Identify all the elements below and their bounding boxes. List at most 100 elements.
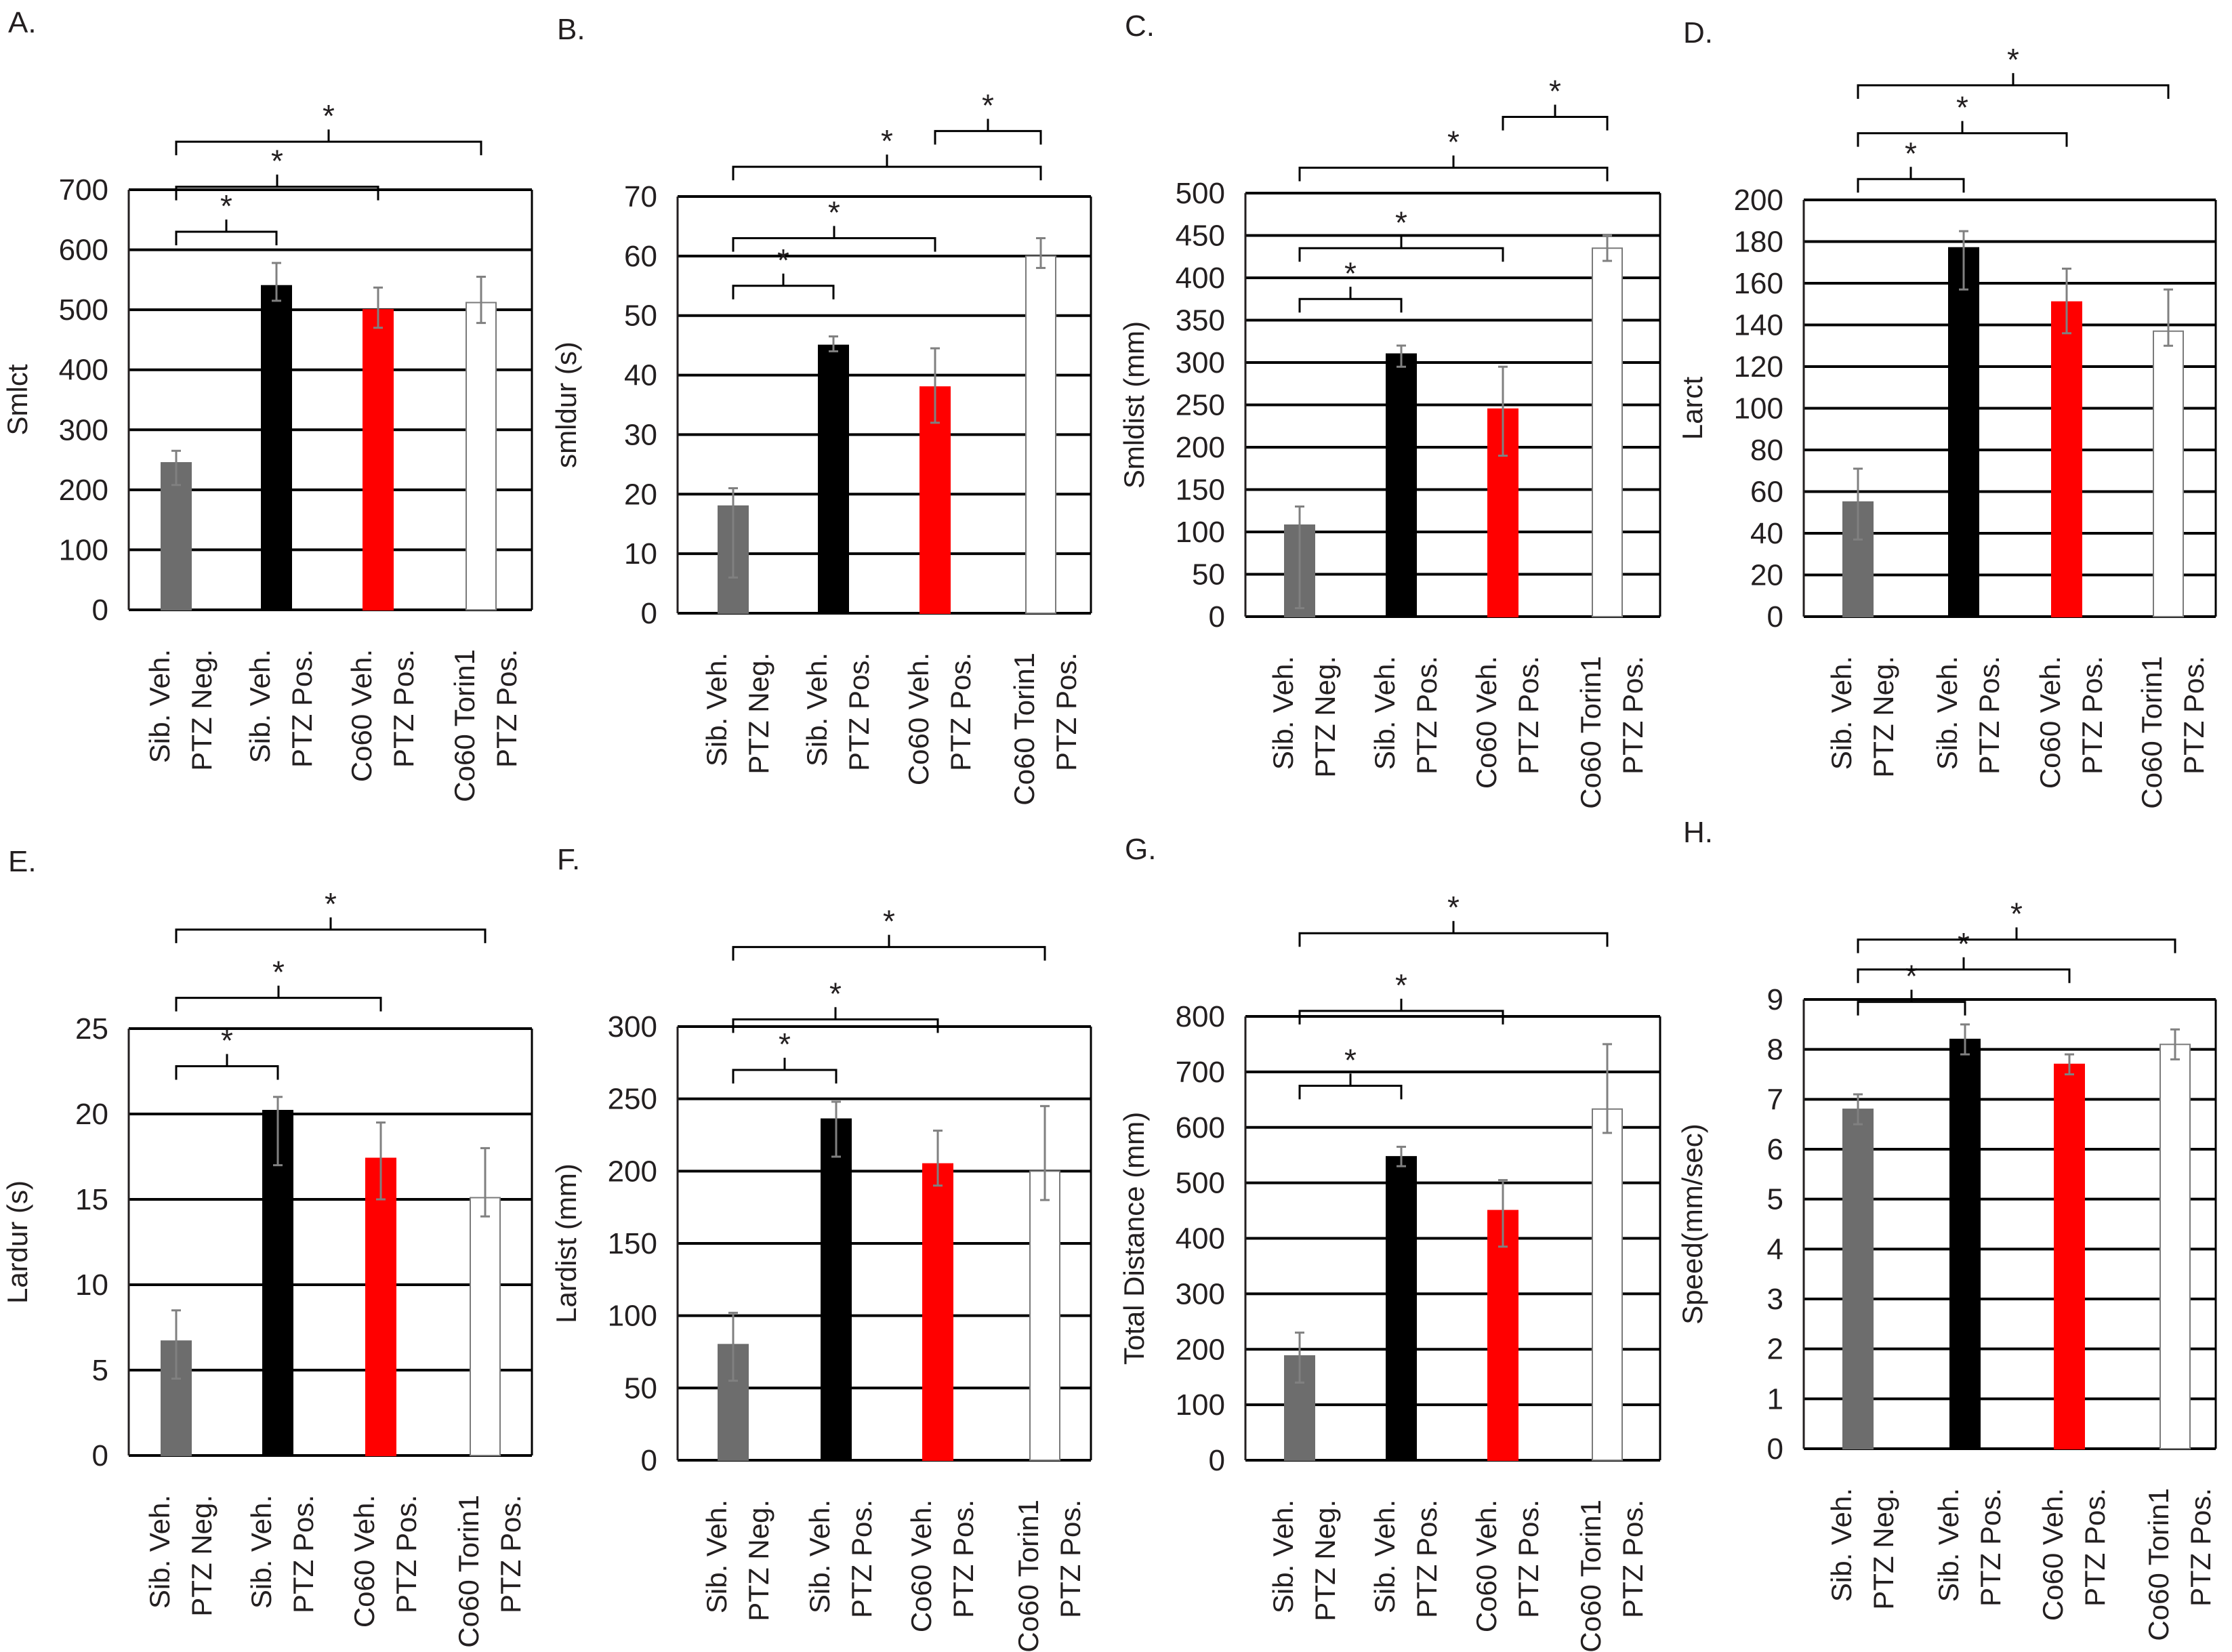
y-tick-label: 100 — [1176, 516, 1225, 549]
x-tick-label-line: PTZ Neg. — [743, 653, 774, 775]
panel-label: B. — [557, 13, 585, 46]
x-tick-label-line: Sib. Veh. — [245, 1495, 277, 1609]
y-tick-label: 50 — [624, 1371, 657, 1405]
significance-marker: * — [828, 195, 840, 230]
y-tick-label: 4 — [1767, 1233, 1783, 1266]
significance-marker: * — [1395, 968, 1407, 1003]
bar — [2054, 1063, 2085, 1450]
significance-marker: * — [1905, 959, 1918, 994]
significance-marker: * — [2010, 896, 2023, 932]
y-tick-label: 20 — [1750, 559, 1783, 592]
panel-label: E. — [8, 845, 37, 878]
y-tick-label: 400 — [1176, 262, 1225, 295]
significance-bracket — [732, 226, 936, 252]
panel-label: G. — [1125, 833, 1156, 866]
significance-marker: * — [325, 886, 337, 922]
x-tick-label-line: Sib. Veh. — [801, 653, 833, 766]
significance-bracket — [175, 985, 382, 1012]
significance-marker: * — [1447, 125, 1460, 160]
x-tick-label-line: PTZ Pos. — [945, 653, 976, 771]
x-tick-label-line: PTZ Pos. — [1411, 1500, 1443, 1618]
significance-bracket — [1857, 989, 1966, 1016]
y-axis-label: Speed(mm/sec) — [1676, 1123, 1708, 1324]
bar — [1386, 353, 1417, 617]
y-tick-label: 25 — [75, 1012, 108, 1046]
x-tick-label-line: Sib. Veh. — [1267, 656, 1299, 770]
x-tick-label: Sib. Veh. PTZ Pos. — [1931, 656, 2005, 775]
y-tick-label: 2 — [1767, 1333, 1783, 1366]
x-tick-label-line: Co60 Torin1 — [453, 1495, 484, 1648]
panel-label: F. — [557, 843, 580, 876]
y-tick-label: 600 — [59, 234, 108, 267]
bar — [922, 1163, 953, 1461]
panel-label: H. — [1683, 816, 1713, 849]
y-tick-label: 5 — [1767, 1183, 1783, 1216]
y-axis-label: Smlct — [1, 364, 33, 435]
y-tick-label: 120 — [1734, 350, 1783, 384]
significance-bracket — [175, 1054, 279, 1080]
significance-bracket — [732, 154, 1042, 181]
y-tick-label: 0 — [641, 597, 657, 630]
x-tick-label: Sib. Veh. PTZ Pos. — [1369, 1500, 1443, 1618]
significance-bracket — [732, 1058, 838, 1083]
x-tick-label-line: Co60 Veh. — [903, 653, 934, 785]
x-tick-label: Co60 Veh. PTZ Pos. — [1470, 656, 1544, 789]
significance-marker: * — [1958, 926, 1970, 962]
significance-bracket — [1298, 921, 1609, 947]
x-tick-label: Co60 Torin1 PTZ Pos. — [449, 649, 522, 802]
significance-bracket — [732, 273, 835, 300]
x-tick-label: Co60 Torin1 PTZ Pos. — [453, 1495, 526, 1648]
chart-panel: F. 0 50 100 150 200 250 300 Lardist (mm) Sib. Veh… — [550, 843, 1092, 1652]
y-tick-label: 180 — [1734, 226, 1783, 259]
bar — [466, 302, 497, 611]
y-tick-label: 40 — [624, 359, 657, 392]
x-tick-label-line: Sib. Veh. — [1267, 1500, 1299, 1613]
y-tick-label: 450 — [1176, 220, 1225, 253]
x-tick-label-line: PTZ Pos. — [491, 649, 522, 768]
y-tick-label: 400 — [1176, 1222, 1225, 1256]
y-tick-label: 400 — [59, 354, 108, 387]
x-tick-label: Co60 Veh. PTZ Pos. — [905, 1500, 979, 1632]
y-tick-label: 40 — [1750, 517, 1783, 550]
y-tick-label: 700 — [59, 173, 108, 207]
x-tick-label-line: Sib. Veh. — [1369, 1500, 1401, 1613]
panel-label: D. — [1683, 16, 1713, 49]
y-tick-label: 60 — [624, 240, 657, 273]
x-tick-label-line: Co60 Torin1 — [2143, 1488, 2174, 1641]
significance-bracket — [1857, 957, 2071, 983]
x-tick-label-line: Sib. Veh. — [144, 649, 175, 763]
significance-bracket — [1298, 998, 1504, 1025]
significance-marker: * — [1395, 205, 1407, 240]
x-tick-label-line: PTZ Pos. — [2079, 1488, 2111, 1607]
y-tick-label: 30 — [624, 418, 657, 451]
x-tick-label-line: PTZ Pos. — [846, 1500, 877, 1618]
x-tick-label-line: PTZ Pos. — [2185, 1488, 2216, 1607]
y-tick-label: 250 — [1176, 389, 1225, 422]
x-tick-label: Co60 Veh. PTZ Pos. — [348, 1495, 422, 1628]
y-tick-label: 100 — [59, 533, 108, 566]
x-tick-label: Sib. Veh. PTZ Neg. — [1267, 1500, 1341, 1622]
significance-marker: * — [2007, 42, 2019, 77]
x-tick-label-line: PTZ Pos. — [1975, 1488, 2006, 1607]
significance-bracket — [1857, 927, 2176, 953]
significance-marker: * — [1344, 255, 1357, 291]
significance-marker: * — [221, 1023, 233, 1058]
y-tick-label: 70 — [624, 180, 657, 213]
y-tick-label: 80 — [1750, 434, 1783, 467]
y-tick-label: 700 — [1176, 1056, 1225, 1089]
x-tick-label-line: Sib. Veh. — [701, 653, 732, 766]
significance-bracket — [175, 220, 278, 245]
x-tick-label-line: PTZ Neg. — [1867, 1488, 1899, 1610]
x-tick-label: Co60 Veh. PTZ Pos. — [2034, 656, 2108, 789]
y-tick-label: 3 — [1767, 1283, 1783, 1316]
y-tick-label: 20 — [624, 478, 657, 511]
y-tick-label: 250 — [608, 1083, 657, 1116]
x-tick-label: Sib. Veh. PTZ Pos. — [245, 1495, 319, 1613]
x-tick-label-line: PTZ Pos. — [1617, 656, 1649, 775]
x-tick-label: Sib. Veh. PTZ Pos. — [801, 653, 875, 771]
y-tick-label: 300 — [59, 413, 108, 447]
x-tick-label-line: PTZ Neg. — [1867, 656, 1899, 778]
significance-marker: * — [220, 188, 232, 224]
x-tick-label: Co60 Torin1 PTZ Pos. — [1012, 1500, 1086, 1652]
significance-marker: * — [272, 955, 285, 990]
